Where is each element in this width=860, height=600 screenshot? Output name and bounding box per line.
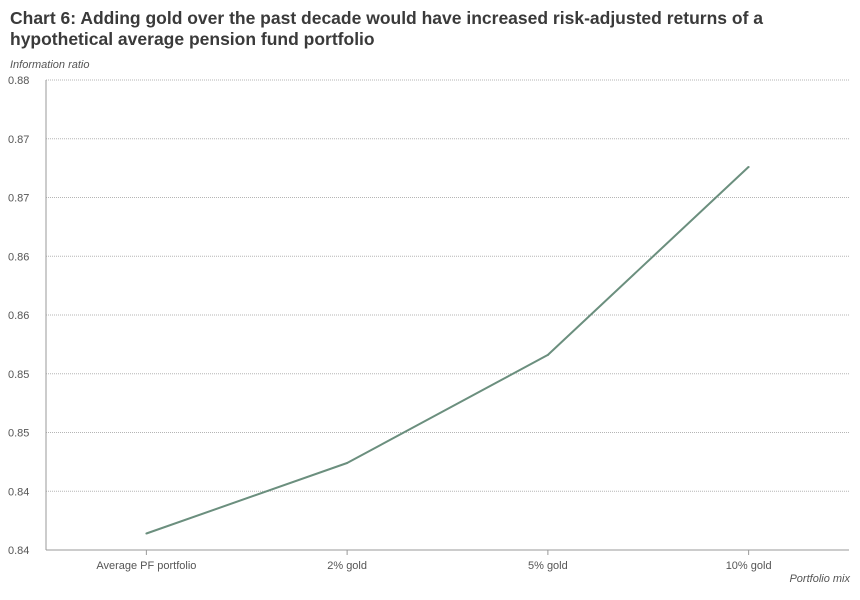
gridlines [46, 79, 849, 492]
y-axis-ticks: 0.84 0.84 0.85 0.85 0.86 0.86 0.87 0.87 0.88 [8, 75, 29, 557]
y-tick-label: 0.86 [8, 251, 29, 263]
chart-title: Chart 6: Adding gold over the past decad… [10, 8, 763, 49]
series-line [146, 166, 750, 535]
y-tick-label: 0.88 [8, 75, 29, 87]
y-tick-label: 0.84 [8, 545, 29, 557]
x-axis-label: Portfolio mix [789, 573, 850, 585]
y-tick-label: 0.85 [8, 428, 29, 440]
y-tick-label: 0.87 [8, 193, 29, 205]
axes [45, 80, 849, 551]
y-tick-label: 0.85 [8, 369, 29, 381]
y-tick-label: 0.86 [8, 310, 29, 322]
data-point [145, 532, 148, 535]
y-tick-label: 0.84 [8, 486, 29, 498]
data-point [747, 165, 750, 168]
y-axis-label: Information ratio [10, 59, 90, 71]
data-point [546, 353, 549, 356]
data-point [346, 462, 349, 465]
x-tick-label: 10% gold [726, 560, 772, 572]
x-tick-label: Average PF portfolio [96, 560, 196, 572]
series-group [145, 165, 750, 535]
x-tick-label: 5% gold [528, 560, 568, 572]
x-axis-ticks: Average PF portfolio 2% gold 5% gold 10% go… [96, 550, 772, 572]
y-tick-label: 0.87 [8, 134, 29, 146]
x-tick-label: 2% gold [327, 560, 367, 572]
